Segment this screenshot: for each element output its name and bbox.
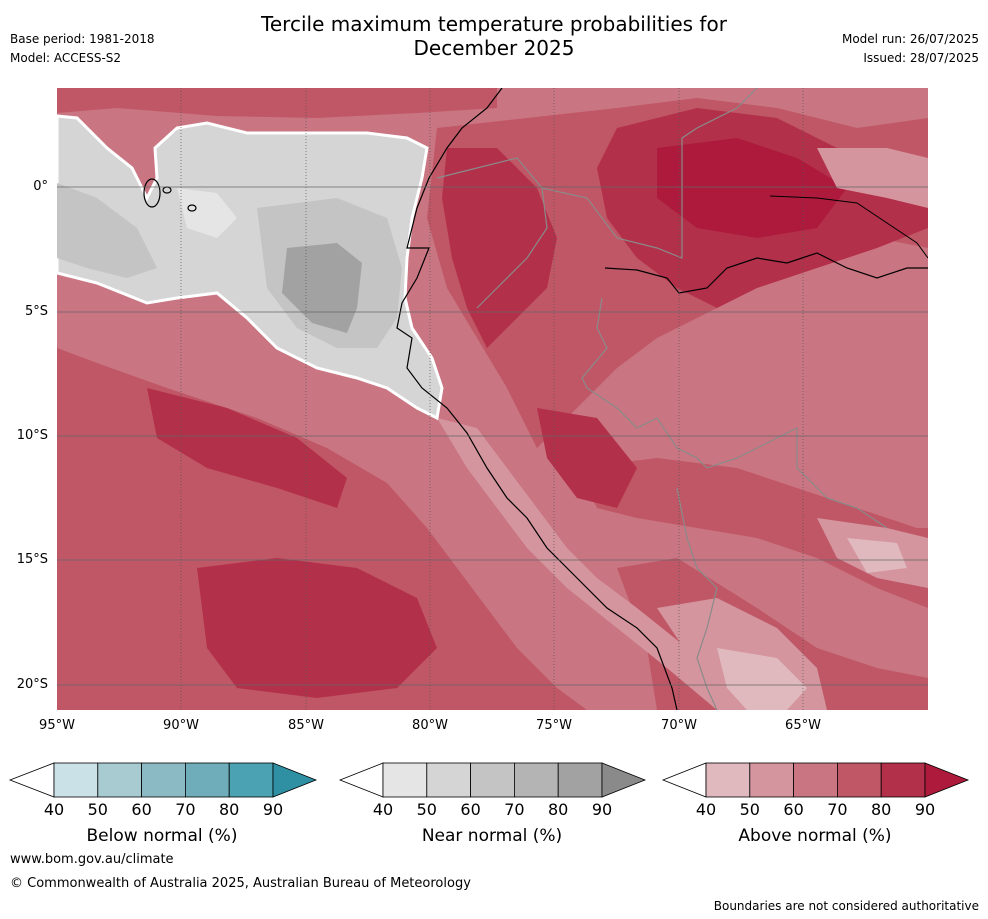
above-90-amazon-core [657,138,847,238]
map-title: Tercile maximum temperature probabilitie… [0,12,988,60]
colorbar-near-segment [514,762,559,798]
galapagos-islands [143,178,197,212]
colorbar-below-segment [53,762,99,798]
colorbar-near-tick-label: 40 [372,800,394,819]
colorbar-above-tick-label: 50 [739,800,760,819]
amazon-river [604,252,928,294]
map-canvas [57,88,928,710]
colorbar-above-normal [661,762,970,798]
country-borders [436,88,888,710]
lat-label-0: 0° [33,179,48,194]
map-latitude-lines [57,186,928,686]
lat-label-10s: 10°S [16,428,48,443]
lat-label-5s: 5°S [24,304,48,319]
colorbar-near-tick-label: 90 [591,800,613,819]
colorbar-below-normal [8,762,318,798]
colorbar-above-tick-label: 40 [695,800,717,819]
footer-note: Boundaries are not considered authoritat… [713,899,979,913]
colorbar-below-title: Below normal (%) [86,826,238,846]
lat-label-20s: 20°S [16,677,48,692]
colorbar-below-tick-label: 50 [87,800,108,819]
lon-label-85w: 85°W [288,718,324,733]
colorbar-above-min-extend [661,762,707,798]
colorbar-below-tick-label: 70 [175,800,196,819]
colorbar-below-min-extend [8,762,55,798]
model-name-text: Model: ACCESS-S2 [10,51,122,65]
lon-label-70w: 70°W [661,718,697,733]
colorbar-near-min-extend [338,762,384,798]
lon-label-95w: 95°W [39,718,75,733]
above-40-50-south [717,648,807,710]
colorbar-above-title: Above normal (%) [738,826,892,846]
footer-copyright: © Commonwealth of Australia 2025, Austra… [10,876,471,891]
colorbar-near-segment [557,762,603,798]
near-normal-60-70 [57,183,157,278]
colorbar-above-segment [705,762,751,798]
south-america-coastline [396,88,678,710]
near-normal-70-80 [282,243,362,333]
above-50-60-coastal-band [437,418,777,710]
above-80-90-south-interior [537,408,637,508]
above-70-80-north-ocean [57,88,497,118]
lat-label-15s: 15°S [16,552,48,567]
model-run-text: Model run: 26/07/2025 [841,32,979,46]
colorbar-near-segment [382,762,428,798]
colorbar-below-tick-label: 90 [262,800,284,819]
above-50-60-northeast [817,148,928,208]
near-normal-40-50 [177,188,237,238]
colorbar-below-tick-label: 80 [219,800,240,819]
amazon-north-branch [769,195,928,259]
colorbar-below-segment [141,762,186,798]
colorbar-near-title: Near normal (%) [421,826,563,846]
above-80-90-ocean-1 [147,388,347,508]
colorbar-near-normal [338,762,647,798]
colorbar-below-segment [184,762,230,798]
lon-label-75w: 75°W [536,718,572,733]
colorbar-near-max-extend [601,762,647,798]
base-period-text: Base period: 1981-2018 [10,32,155,46]
colorbar-above-segment [880,762,926,798]
lon-label-65w: 65°W [785,718,821,733]
colorbar-above-tick-label: 60 [783,800,804,819]
colorbar-above-segment [837,762,882,798]
colorbar-near-tick-label: 70 [504,800,525,819]
lon-label-90w: 90°W [163,718,199,733]
colorbars [8,762,970,798]
footer-url-link[interactable]: www.bom.gov.au/climate [10,852,174,867]
above-80-90-andes [442,148,557,348]
above-40-50-east [847,538,907,573]
colorbar-near-tick-label: 80 [548,800,569,819]
lon-label-80w: 80°W [412,718,448,733]
above-70-80-interior [577,458,928,608]
colorbar-near-tick-label: 50 [416,800,437,819]
colorbar-below-tick-label: 40 [43,800,65,819]
issued-date-text: Issued: 28/07/2025 [863,51,979,65]
colorbar-below-segment [228,762,274,798]
colorbar-below-tick-label: 60 [131,800,152,819]
colorbar-above-max-extend [924,762,970,798]
colorbar-near-tick-label: 60 [460,800,481,819]
colorbar-above-segment [793,762,838,798]
map-title-line1: Tercile maximum temperature probabilitie… [261,12,727,36]
colorbar-below-segment [97,762,143,798]
colorbar-above-tick-label: 90 [914,800,936,819]
colorbar-above-tick-label: 80 [871,800,892,819]
map-title-line2: December 2025 [413,36,575,60]
colorbar-near-segment [470,762,515,798]
colorbar-above-segment [749,762,794,798]
colorbar-below-max-extend [272,762,318,798]
probability-map [57,88,928,710]
above-80-90-ocean-2 [197,558,437,698]
colorbar-above-tick-label: 70 [827,800,848,819]
colorbar-near-segment [426,762,471,798]
